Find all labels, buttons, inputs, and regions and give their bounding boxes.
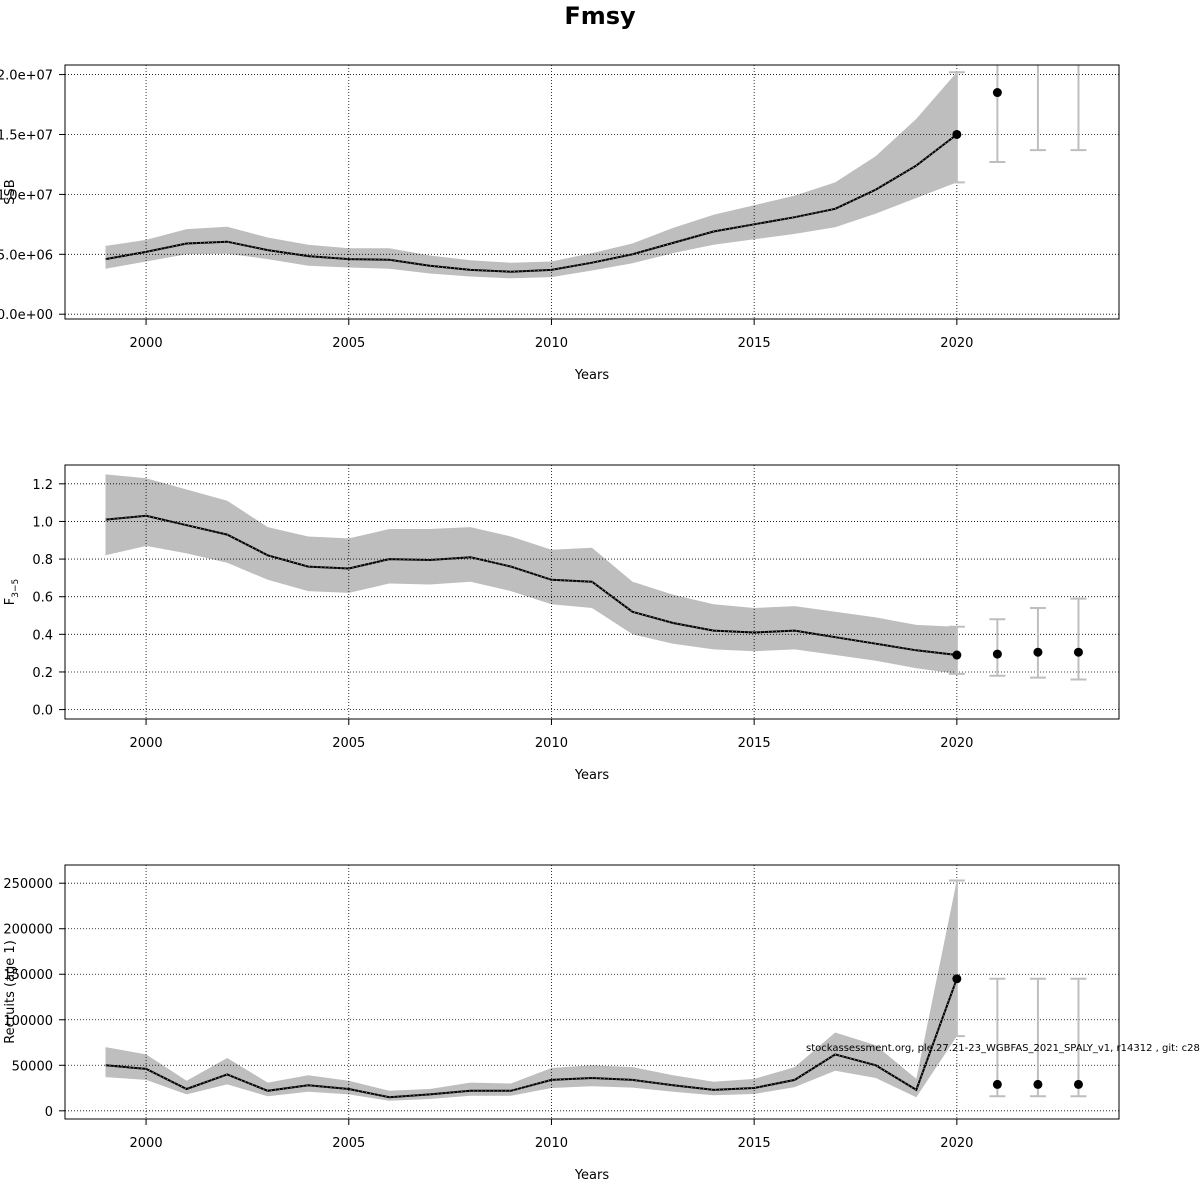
errorbar-2020 xyxy=(948,71,965,184)
x-axis-label: Years xyxy=(574,368,610,383)
ytick-label-1.2: 1.2 xyxy=(32,478,53,493)
y-axis-label: F3−5 xyxy=(3,579,21,605)
data-point-2020 xyxy=(952,650,962,660)
y-axis-label-subscript: 3−5 xyxy=(11,579,21,598)
panel-3: 2000 2005 2010 2015 2020 0 50000 100000 150000 20… xyxy=(3,864,1120,1183)
ytick-label-0.6: 0.6 xyxy=(32,591,53,606)
ytick-label-250000: 250000 xyxy=(3,877,53,892)
errorbar-2023 xyxy=(1070,597,1087,681)
xtick-label-2020: 2020 xyxy=(940,336,973,351)
ytick-label-100000: 100000 xyxy=(3,1014,53,1029)
data-point-2020 xyxy=(952,129,962,139)
errorbar-2021 xyxy=(989,977,1006,1098)
data-point-2023 xyxy=(1073,1079,1083,1089)
panel-2: 2000 2005 2010 2015 2020 0.0 0.2 0.4 0.6 0.8 1.0 1.… xyxy=(3,464,1120,783)
xtick-label-2010: 2010 xyxy=(535,336,568,351)
xtick-label-2015: 2015 xyxy=(738,736,771,751)
ytick-label-150000: 150000 xyxy=(3,968,53,983)
ytick-label-5.0e+06: 5.0e+06 xyxy=(0,248,53,263)
ytick-label-1.0e+07: 1.0e+07 xyxy=(0,188,53,203)
confidence-band xyxy=(105,880,957,1101)
ytick-label-0.2: 0.2 xyxy=(32,666,53,681)
xtick-label-2020: 2020 xyxy=(940,736,973,751)
ytick-label-0.0: 0.0 xyxy=(32,704,53,719)
ytick-label-0: 0 xyxy=(45,1105,53,1120)
xtick-label-2020: 2020 xyxy=(940,1136,973,1151)
x-axis-label: Years xyxy=(574,768,610,783)
xtick-label-2015: 2015 xyxy=(738,336,771,351)
data-point-2021 xyxy=(992,649,1002,659)
plot-frame xyxy=(64,464,1120,720)
estimate-line-dots xyxy=(105,978,958,1098)
plot-area xyxy=(65,865,1119,1119)
xtick-label-2010: 2010 xyxy=(535,736,568,751)
data-point-2023 xyxy=(1073,647,1083,657)
ytick-label-1.5e+07: 1.5e+07 xyxy=(0,128,53,143)
xtick-label-2000: 2000 xyxy=(130,1136,163,1151)
errorbar-2022 xyxy=(1029,977,1046,1098)
y-axis-label: SSB xyxy=(3,179,18,204)
panel-1: 2000 2005 2010 2015 2020 0.0e+00 5.0e+06 1.0e+0… xyxy=(0,64,1120,383)
errorbar-2020 xyxy=(948,625,965,675)
ytick-label-200000: 200000 xyxy=(3,923,53,938)
figure-title: Fmsy xyxy=(564,2,636,30)
ytick-label-2.0e+07: 2.0e+07 xyxy=(0,69,53,84)
plot-area xyxy=(65,65,1119,319)
ytick-label-1.0: 1.0 xyxy=(32,515,53,530)
ytick-label-0.0e+00: 0.0e+00 xyxy=(0,308,53,323)
ytick-label-50000: 50000 xyxy=(12,1059,53,1074)
xtick-label-2010: 2010 xyxy=(535,1136,568,1151)
errorbar-2021 xyxy=(989,618,1006,677)
errorbar-2023 xyxy=(1070,977,1087,1098)
ytick-label-0.8: 0.8 xyxy=(32,553,53,568)
xtick-label-2005: 2005 xyxy=(332,1136,365,1151)
data-point-2021 xyxy=(992,88,1002,98)
footnote: stockassessment.org, ple.27.21-23_WGBFAS… xyxy=(806,1043,1200,1054)
estimate-line xyxy=(105,514,957,656)
errorbar-2020 xyxy=(948,879,965,1038)
errorbar-2022 xyxy=(1029,606,1046,679)
errorbar-2023 xyxy=(1070,65,1087,152)
xtick-label-2000: 2000 xyxy=(130,336,163,351)
data-point-2020 xyxy=(952,974,962,984)
xtick-label-2005: 2005 xyxy=(332,736,365,751)
ytick-label-0.4: 0.4 xyxy=(32,628,53,643)
plot-frame xyxy=(64,864,1120,1120)
x-axis-label: Years xyxy=(574,1168,610,1183)
data-point-2022 xyxy=(1033,647,1043,657)
estimate-line xyxy=(105,133,958,273)
xtick-label-2015: 2015 xyxy=(738,1136,771,1151)
data-point-2022 xyxy=(1033,1079,1043,1089)
xtick-label-2000: 2000 xyxy=(130,736,163,751)
plot-frame xyxy=(64,64,1120,320)
plot-area xyxy=(65,465,1119,719)
errorbar-2022 xyxy=(1029,65,1046,152)
data-point-2021 xyxy=(992,1079,1002,1089)
xtick-label-2005: 2005 xyxy=(332,336,365,351)
y-axis-label: Recruits (age 1) xyxy=(3,940,18,1044)
confidence-band xyxy=(105,72,957,279)
errorbar-2021 xyxy=(989,65,1006,164)
